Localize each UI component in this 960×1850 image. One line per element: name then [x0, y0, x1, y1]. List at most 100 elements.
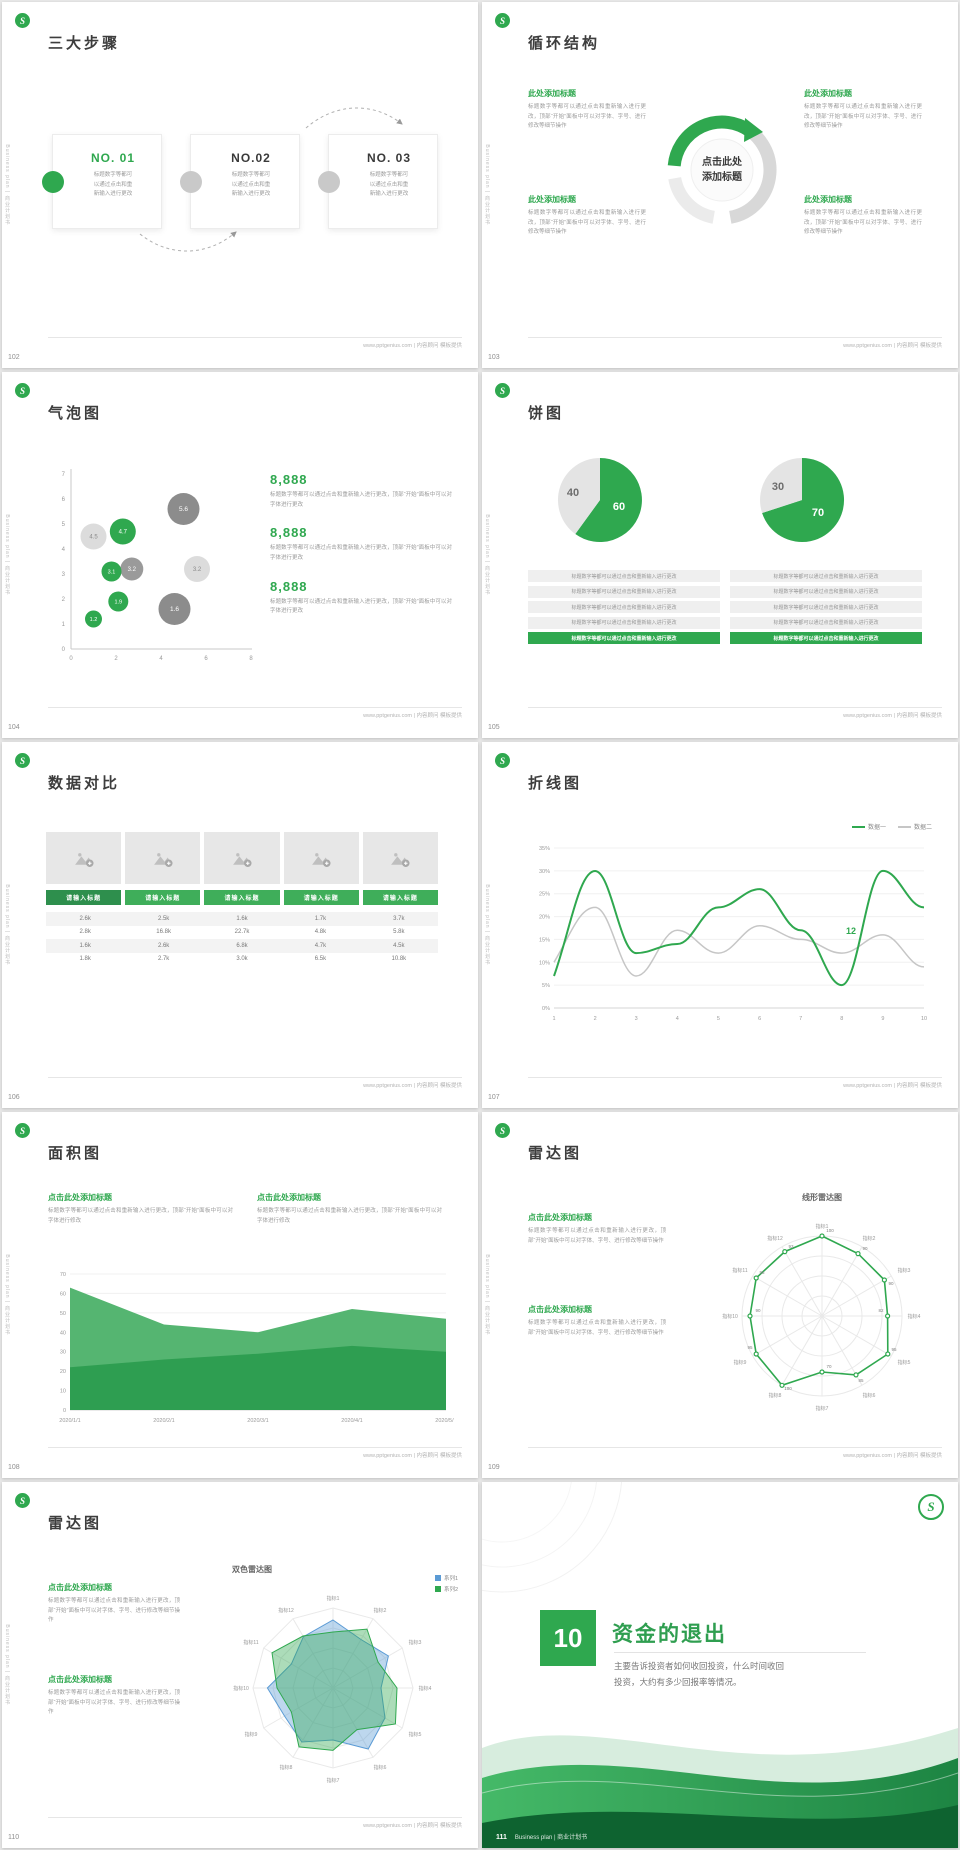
svg-text:指标11: 指标11 — [732, 1267, 747, 1274]
footer-divider — [48, 1077, 462, 1078]
slide-title: 面积图 — [48, 1145, 103, 1162]
section-footer: 111 Business plan | 商业计划书 — [496, 1832, 587, 1841]
svg-text:4.5: 4.5 — [89, 535, 98, 541]
slide-110-radar-dual[interactable]: S Business plan | 商业计划书 雷达图 点击此处添加标题 标题数… — [2, 1482, 478, 1848]
stat-value: 8,888 — [270, 578, 308, 594]
radar-series-2 — [271, 1628, 398, 1751]
svg-text:100: 100 — [826, 1228, 834, 1233]
page-number: 111 — [496, 1834, 507, 1841]
step-number: NO.02 — [231, 151, 271, 165]
chart-title: 线形雷达图 — [802, 1193, 842, 1202]
footer-divider — [48, 337, 462, 338]
slide-109-radar-line[interactable]: S Business plan | 商业计划书 雷达图 点击此处添加标题 标题数… — [482, 1112, 958, 1478]
slide-103-cycle[interactable]: S Business plan | 商业计划书 循环结构 此处添加标题 标题数字… — [482, 2, 958, 368]
svg-text:指标1: 指标1 — [327, 1595, 340, 1602]
radar-series-markers — [747, 1233, 891, 1388]
stat-body: 标题数字等都可以通过点击和重新输入进行更改，顶部“开始”面板中可以对字体进行更改 — [270, 492, 452, 508]
svg-text:指标7: 指标7 — [816, 1405, 829, 1412]
svg-text:10: 10 — [60, 1389, 66, 1395]
slide-107-line-chart[interactable]: S Business plan | 商业计划书 折线图 数据一 数据二 0% 5… — [482, 742, 958, 1108]
note-row: 标题数字等都可以通过点击和重新输入进行更改 — [730, 570, 922, 582]
radar-series-1 — [266, 1619, 389, 1750]
svg-text:4: 4 — [159, 656, 163, 662]
step-bullet-icon — [42, 171, 64, 193]
comparison-table: 2.6k 2.5k 1.6k 1.7k 3.7k 2.8k 16.8k 22.7k 4.8k 5… — [46, 912, 438, 966]
svg-text:5: 5 — [717, 1016, 720, 1022]
footer-credit: www.pptgenius.com | 内容顾问 模板提供 — [363, 713, 462, 719]
brand-logo-icon: S — [495, 753, 510, 768]
text-block: 点击此处添加标题 标题数字等都可以通过点击和重新输入进行更改，顶部“开始”面板中… — [48, 1674, 180, 1718]
slide-108-area-chart[interactable]: S Business plan | 商业计划书 面积图 点击此处添加标题 标题数… — [2, 1112, 478, 1478]
block-heading: 此处添加标题 — [528, 89, 576, 98]
svg-text:指标11: 指标11 — [243, 1639, 258, 1646]
page-number: 108 — [8, 1464, 20, 1471]
steps-canvas: NO. 01 标题数字等都可 以通过点击和重 新输入进行更改 NO.02 标题数… — [40, 106, 440, 256]
pie-chart-1: 60 40 — [557, 457, 642, 542]
chart-title: 双色雷达图 — [232, 1565, 272, 1574]
note-row: 标题数字等都可以通过点击和重新输入进行更改 — [730, 585, 922, 598]
svg-text:50: 50 — [60, 1311, 66, 1317]
bubble-chart: 0 1 2 3 4 5 6 7 0 2 4 6 8 4.5 3.2 — [62, 469, 253, 662]
x-axis-labels: 2020/1/1 2020/2/1 2020/3/1 2020/4/1 2020… — [59, 1418, 454, 1424]
block-body: 标题数字等都可以通过点击和重新输入进行更改，顶部“开始”面板中可以对字体进行修改 — [48, 1208, 233, 1224]
slide-title: 三大步骤 — [48, 35, 121, 52]
page-number: 107 — [488, 1094, 500, 1101]
pie-slice-green — [762, 457, 845, 542]
step-bullet-icon — [180, 171, 202, 193]
svg-text:1.2: 1.2 — [90, 617, 98, 623]
svg-text:95: 95 — [759, 1270, 765, 1275]
footer-credit: www.pptgenius.com | 内容顾问 模板提供 — [843, 713, 942, 719]
page-number: 110 — [8, 1834, 20, 1841]
block-body: 标题数字等都可以通过点击和重新输入进行更改，顶部“开始”面板中可以对字体、字号、… — [48, 1690, 180, 1716]
slide-111-section-divider[interactable]: S 10 资金的退出 主要告诉投资者如何收回投资，什么时间收回 投资，大约有多少… — [482, 1482, 958, 1848]
slide-106-data-comparison[interactable]: S Business plan | 商业计划书 数据对比 请输入标题 请输入标题… — [2, 742, 478, 1108]
block-heading: 点击此处添加标题 — [257, 1193, 321, 1202]
arrow-top — [305, 107, 403, 129]
svg-text:2: 2 — [62, 597, 66, 603]
block-heading: 此处添加标题 — [804, 89, 852, 98]
side-watermark: Business plan | 商业计划书 — [484, 514, 490, 596]
svg-text:指标3: 指标3 — [898, 1267, 911, 1274]
svg-text:1.9: 1.9 — [114, 600, 122, 606]
legend-swatch-icon — [434, 1575, 441, 1581]
svg-text:30%: 30% — [539, 869, 550, 875]
svg-text:6: 6 — [204, 656, 208, 662]
legend-swatch-icon — [434, 1586, 441, 1592]
svg-text:20%: 20% — [539, 915, 550, 921]
table-row: 2.8k 16.8k 22.7k 4.8k 5.8k — [79, 929, 405, 936]
footer-divider — [48, 1817, 462, 1818]
svg-text:指标10: 指标10 — [233, 1685, 249, 1692]
svg-text:指标6: 指标6 — [374, 1764, 387, 1771]
y-axis-labels: 0 10 20 30 40 50 60 70 — [60, 1272, 66, 1414]
image-placeholder — [204, 832, 280, 884]
stat-value: 8,888 — [270, 472, 308, 487]
radar-axis-labels: 指标1 指标2 指标3 指标4 指标5 指标6 指标7 指标8 指标9 指标10… — [233, 1595, 431, 1784]
svg-text:指标4: 指标4 — [908, 1313, 921, 1320]
note-row: 标题数字等都可以通过点击和重新输入进行更改 — [528, 570, 720, 582]
svg-text:指标5: 指标5 — [409, 1731, 422, 1738]
svg-text:4: 4 — [676, 1016, 679, 1022]
block-heading: 此处添加标题 — [804, 195, 852, 204]
svg-text:6: 6 — [758, 1016, 761, 1022]
slide-104-bubble-chart[interactable]: S Business plan | 商业计划书 气泡图 0 1 2 3 4 5 … — [2, 372, 478, 738]
pie-chart-2: 70 30 — [760, 457, 845, 542]
slide-105-pie-charts[interactable]: S Business plan | 商业计划书 饼图 60 40 70 30 标… — [482, 372, 958, 738]
svg-text:8: 8 — [840, 1016, 843, 1022]
svg-text:3: 3 — [62, 572, 66, 578]
chart-legend: 数据一 数据二 — [851, 822, 932, 831]
slide-title: 循环结构 — [528, 35, 601, 52]
slide-title: 雷达图 — [48, 1515, 103, 1532]
svg-text:2020/5/1: 2020/5/1 — [435, 1418, 454, 1424]
slide-102-three-steps[interactable]: S Business plan | 商业计划书 三大步骤 NO. 01 标题数字… — [2, 2, 478, 368]
brand-logo-icon: S — [918, 1494, 944, 1520]
svg-text:3.2: 3.2 — [193, 567, 202, 573]
brand-logo-icon: S — [495, 13, 510, 28]
svg-text:7: 7 — [62, 472, 66, 478]
column-header: 请输入标题 — [46, 890, 122, 905]
page-number: 106 — [8, 1094, 20, 1101]
step-bullet-icon — [318, 171, 340, 193]
svg-text:25%: 25% — [539, 892, 550, 898]
side-watermark: Business plan | 商业计划书 — [484, 144, 490, 226]
column-header: 请输入标题 — [283, 890, 359, 905]
footer-credit: www.pptgenius.com | 内容顾问 模板提供 — [363, 1453, 462, 1459]
